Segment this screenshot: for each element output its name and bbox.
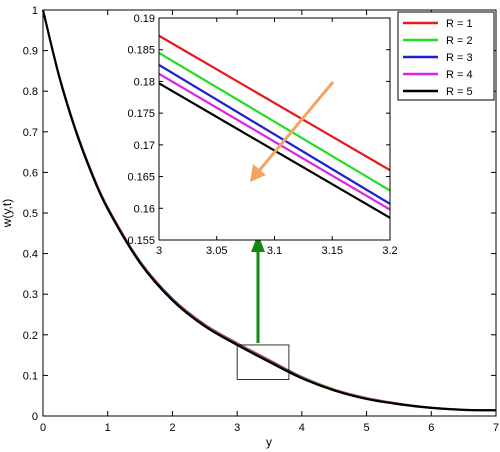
y-tick-label: 0.8 — [23, 86, 38, 98]
inset-x-tick-label: 3.05 — [206, 245, 227, 257]
inset-frame — [158, 17, 391, 241]
legend-label-2: R = 2 — [446, 35, 473, 47]
inset-series-line-3 — [158, 63, 391, 205]
y-tick-label: 0.7 — [23, 127, 38, 139]
inset-y-tick-label: 0.155 — [127, 235, 155, 247]
y-tick-label: 0.3 — [23, 289, 38, 301]
y-tick-label: 0.1 — [23, 370, 38, 382]
inset-y-tick-label: 0.19 — [134, 13, 155, 25]
y-tick-label: 0.5 — [23, 208, 38, 220]
inset-background — [159, 18, 390, 240]
x-tick-label: 5 — [364, 422, 370, 434]
x-tick-label: 1 — [105, 422, 111, 434]
inset-y-tick-label: 0.16 — [134, 203, 155, 215]
legend-label-4: R = 4 — [446, 69, 473, 81]
legend-label-5: R = 5 — [446, 86, 473, 98]
inset-series-line-2 — [158, 51, 391, 192]
inset-y-tick-label: 0.175 — [127, 108, 155, 120]
x-tick-label: 0 — [40, 422, 46, 434]
y-tick-label: 0.4 — [23, 249, 38, 261]
zoom-box — [236, 344, 290, 380]
inset-arrow-head — [250, 164, 266, 182]
x-tick-label: 7 — [493, 422, 499, 434]
legend-label-1: R = 1 — [446, 18, 473, 30]
x-tick-label: 4 — [299, 422, 305, 434]
x-tick-label: 3 — [234, 422, 240, 434]
inset-y-tick-label: 0.17 — [134, 140, 155, 152]
pointer-arrow-head — [251, 234, 265, 252]
inset-x-tick-label: 3.15 — [322, 245, 343, 257]
inset-y-tick-label: 0.18 — [134, 76, 155, 88]
pointer-arrow — [251, 234, 265, 343]
y-tick-label: 0 — [32, 411, 38, 423]
y-axis-label: w(y,t) — [0, 199, 14, 228]
inset-x-tick-label: 3.1 — [267, 245, 282, 257]
inset-y-tick-label: 0.165 — [127, 172, 155, 184]
x-tick-label: 6 — [428, 422, 434, 434]
inset-x-tick-label: 3.2 — [382, 245, 397, 257]
legend-label-3: R = 3 — [446, 52, 473, 64]
inset-series-line-1 — [158, 34, 391, 172]
y-tick-label: 0.6 — [23, 167, 38, 179]
y-tick-label: 0.2 — [23, 330, 38, 342]
legend: R = 1 R = 2 R = 3 R = 4 R = 5 — [397, 11, 495, 101]
y-tick-label: 1 — [32, 5, 38, 17]
inset-series-line-4 — [158, 72, 391, 211]
inset-axis-ticks: 3 3.05 3.1 3.15 3.2 0.155 0.16 0.165 0.17 0.175 0.… — [127, 13, 397, 257]
main-plot-frame — [42, 9, 497, 417]
inset-x-tick-label: 3 — [156, 245, 162, 257]
inset-arrow-shaft — [256, 81, 335, 173]
x-tick-label: 2 — [169, 422, 175, 434]
x-axis-label: y — [266, 435, 272, 449]
inset-y-tick-label: 0.185 — [127, 45, 155, 57]
y-tick-label: 0.9 — [23, 46, 38, 58]
inset-arrow — [250, 81, 335, 182]
